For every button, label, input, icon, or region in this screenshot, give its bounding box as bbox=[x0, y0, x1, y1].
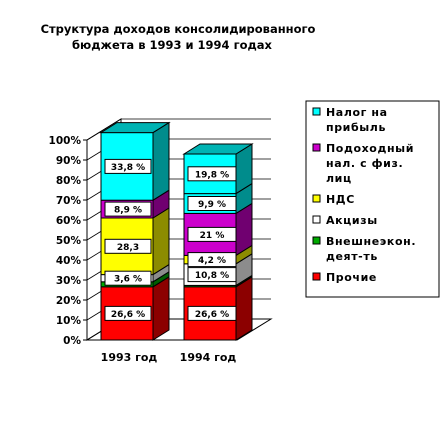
legend-swatch bbox=[312, 215, 321, 224]
legend: Налог на прибыль Подоходный нал. с физ. лиц Н… bbox=[305, 100, 440, 298]
legend-label: нал. с физ. bbox=[326, 157, 403, 170]
y-tick-label: 30% bbox=[56, 275, 82, 287]
legend-swatch bbox=[312, 236, 321, 245]
y-tick-label: 0% bbox=[63, 335, 81, 347]
data-label-box bbox=[187, 226, 237, 242]
data-label-box bbox=[104, 158, 152, 174]
y-tick-label: 20% bbox=[56, 295, 82, 307]
data-label: 19,8 % bbox=[195, 170, 229, 180]
y-tick-label: 80% bbox=[56, 175, 82, 187]
legend-swatch bbox=[312, 143, 321, 152]
chart-title-line: Структура доходов консолидированного bbox=[41, 22, 316, 36]
data-label: 9,9 % bbox=[198, 200, 226, 210]
legend-label: лиц bbox=[326, 172, 352, 185]
gridline bbox=[86, 118, 122, 141]
legend-label: Подоходный bbox=[326, 142, 414, 155]
data-label-box bbox=[104, 270, 152, 286]
data-label: 21 % bbox=[200, 231, 225, 241]
y-tick-label: 60% bbox=[56, 215, 82, 227]
data-label: 10,8 % bbox=[195, 271, 229, 281]
bar-segment-side bbox=[152, 207, 170, 276]
data-label: 28,3 bbox=[117, 243, 139, 253]
y-tick-label: 10% bbox=[56, 315, 82, 327]
bar-top bbox=[182, 143, 254, 155]
y-tick-label: 70% bbox=[56, 195, 82, 207]
data-label-box bbox=[104, 201, 152, 217]
x-category-label: 1993 год bbox=[101, 351, 158, 364]
data-label-box bbox=[187, 267, 237, 283]
bar-segment-side bbox=[235, 275, 253, 341]
data-label-box bbox=[187, 305, 237, 321]
data-label-box bbox=[187, 166, 237, 182]
legend-swatch bbox=[312, 194, 321, 203]
legend-label: НДС bbox=[326, 193, 355, 206]
data-labels: 26,6 % 3,6 % 28,3 8,9 % 33,8 % 26,6 % 10,8 % 4,… bbox=[104, 158, 237, 321]
legend-label: деят-ть bbox=[326, 250, 378, 263]
chart-title-line: бюджета в 1993 и 1994 годах bbox=[72, 38, 272, 52]
bar-top bbox=[99, 122, 171, 134]
y-tick-label: 40% bbox=[56, 255, 82, 267]
legend-swatch bbox=[312, 107, 321, 116]
y-tick-label: 100% bbox=[49, 135, 82, 147]
legend-label: Налог на bbox=[326, 106, 388, 119]
data-label-box bbox=[104, 238, 152, 254]
bar-segment-side bbox=[152, 121, 170, 202]
legend-label: прибыль bbox=[326, 121, 386, 134]
legend-label: Акцизы bbox=[326, 214, 378, 227]
legend-label: Прочие bbox=[326, 271, 377, 284]
data-label: 26,6 % bbox=[195, 310, 229, 320]
data-label: 4,2 % bbox=[198, 256, 226, 266]
bar-segment-side bbox=[152, 275, 170, 341]
x-axis-categories: 1993 год 1994 год bbox=[101, 351, 237, 364]
y-tick-label: 50% bbox=[56, 235, 82, 247]
y-tick-label: 90% bbox=[56, 155, 82, 167]
x-category-label: 1994 год bbox=[180, 351, 237, 364]
data-label: 33,8 % bbox=[111, 163, 145, 173]
chart-title: Структура доходов консолидированного бюдж… bbox=[41, 22, 316, 52]
legend-swatch bbox=[312, 272, 321, 281]
data-label: 26,6 % bbox=[111, 310, 145, 320]
data-label-box bbox=[187, 252, 237, 268]
data-label: 3,6 % bbox=[114, 275, 142, 285]
legend-box bbox=[305, 100, 440, 298]
data-label-box bbox=[104, 305, 152, 321]
data-label-box bbox=[187, 196, 237, 211]
data-label: 8,9 % bbox=[114, 206, 142, 216]
legend-label: Внешнеэкон. bbox=[326, 235, 416, 248]
